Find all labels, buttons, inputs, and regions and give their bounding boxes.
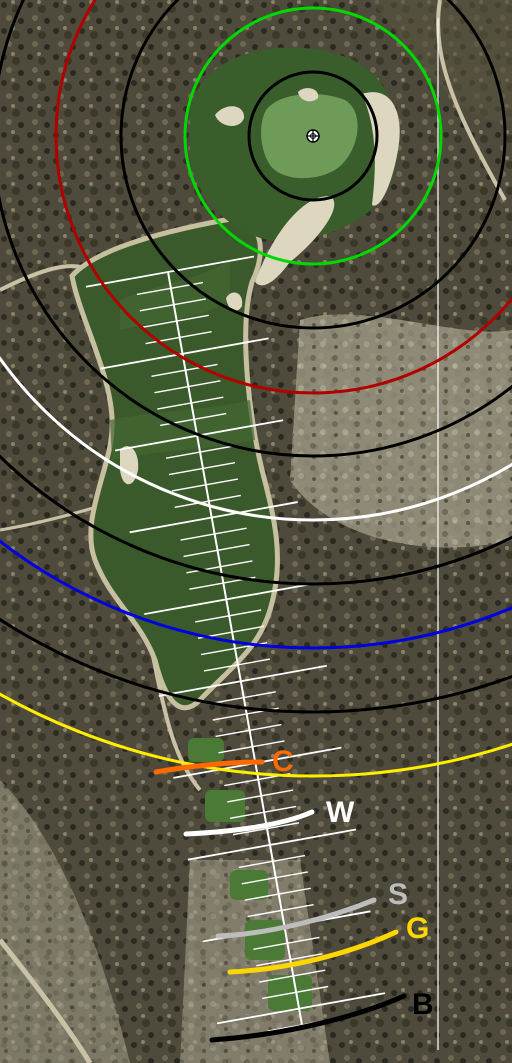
bunker — [215, 106, 245, 126]
bunker — [226, 292, 243, 311]
ring-blue — [0, 539, 512, 650]
tee-markers — [153, 759, 407, 1043]
yardage-tick — [157, 396, 224, 410]
ring-yellow — [0, 692, 512, 778]
tee-arc-c — [153, 759, 265, 775]
yardage-tick — [165, 445, 233, 459]
tee-arc-g — [227, 929, 399, 975]
yardage-tick — [195, 609, 262, 623]
yardage-tick — [186, 560, 253, 574]
pin-crosshair-icon — [306, 129, 320, 143]
tee-arc-s — [215, 897, 377, 939]
yardage-tick — [253, 936, 320, 950]
tee-box — [205, 790, 245, 822]
yardage-tick — [230, 805, 297, 820]
fairway-stripe — [120, 260, 230, 330]
yardage-tick — [209, 691, 276, 705]
bunker — [298, 88, 319, 102]
bunker — [362, 92, 400, 206]
yardage-tick — [100, 337, 269, 370]
yardage-tick — [183, 543, 250, 558]
ring-white — [0, 355, 512, 522]
ring-inner-black — [247, 70, 379, 202]
yardage-tick — [215, 723, 282, 738]
dirt-area — [0, 780, 130, 1063]
yardage-tick — [241, 871, 308, 885]
tee-arc-w — [183, 809, 315, 837]
yardage-tick — [180, 527, 247, 541]
yardage-tick — [187, 828, 357, 861]
tee-label-s: S — [388, 878, 408, 911]
ring-green — [183, 6, 443, 266]
yardage-tick — [85, 255, 255, 288]
tee-label-c: C — [272, 745, 294, 778]
yardage-tick — [158, 664, 327, 697]
yardage-tick — [244, 887, 311, 901]
yardage-tick — [256, 953, 323, 967]
ring-black-5 — [0, 617, 512, 714]
tee-arc-b — [209, 993, 407, 1043]
yardage-tick — [203, 658, 271, 672]
yardage-tick — [168, 461, 236, 476]
yardage-tick — [174, 494, 241, 508]
yardage-tick — [216, 992, 386, 1025]
tee-box — [188, 738, 224, 762]
yardage-tick — [262, 985, 329, 1000]
tee-label-g: G — [406, 912, 429, 945]
dirt-area — [180, 860, 330, 1063]
yardage-tick — [139, 298, 206, 312]
yardage-tick — [218, 740, 285, 754]
yardage-tick — [151, 363, 218, 378]
yardage-tick — [247, 903, 314, 918]
yardage-tick — [259, 969, 326, 983]
cart-path — [0, 938, 93, 1063]
tee-label-b: B — [412, 988, 434, 1021]
ring-black-3 — [0, 0, 512, 458]
yardage-tick — [238, 854, 305, 869]
yardage-tick — [232, 822, 300, 836]
yardage-tick — [129, 501, 298, 534]
distance-rings — [0, 0, 512, 778]
yardage-tick — [142, 314, 209, 328]
dirt-area — [290, 314, 512, 548]
bunker — [255, 195, 335, 286]
tee-label-w: W — [326, 796, 355, 829]
yardage-tick — [154, 380, 221, 394]
yardage-ladder — [85, 255, 386, 1032]
tee-box — [230, 870, 268, 900]
yardage-tick — [144, 583, 313, 616]
ring-black-4 — [0, 454, 512, 586]
ring-red — [54, 0, 512, 395]
yardage-tick — [227, 789, 294, 803]
ring-black-2 — [119, 0, 507, 330]
yardage-tick — [171, 478, 238, 492]
